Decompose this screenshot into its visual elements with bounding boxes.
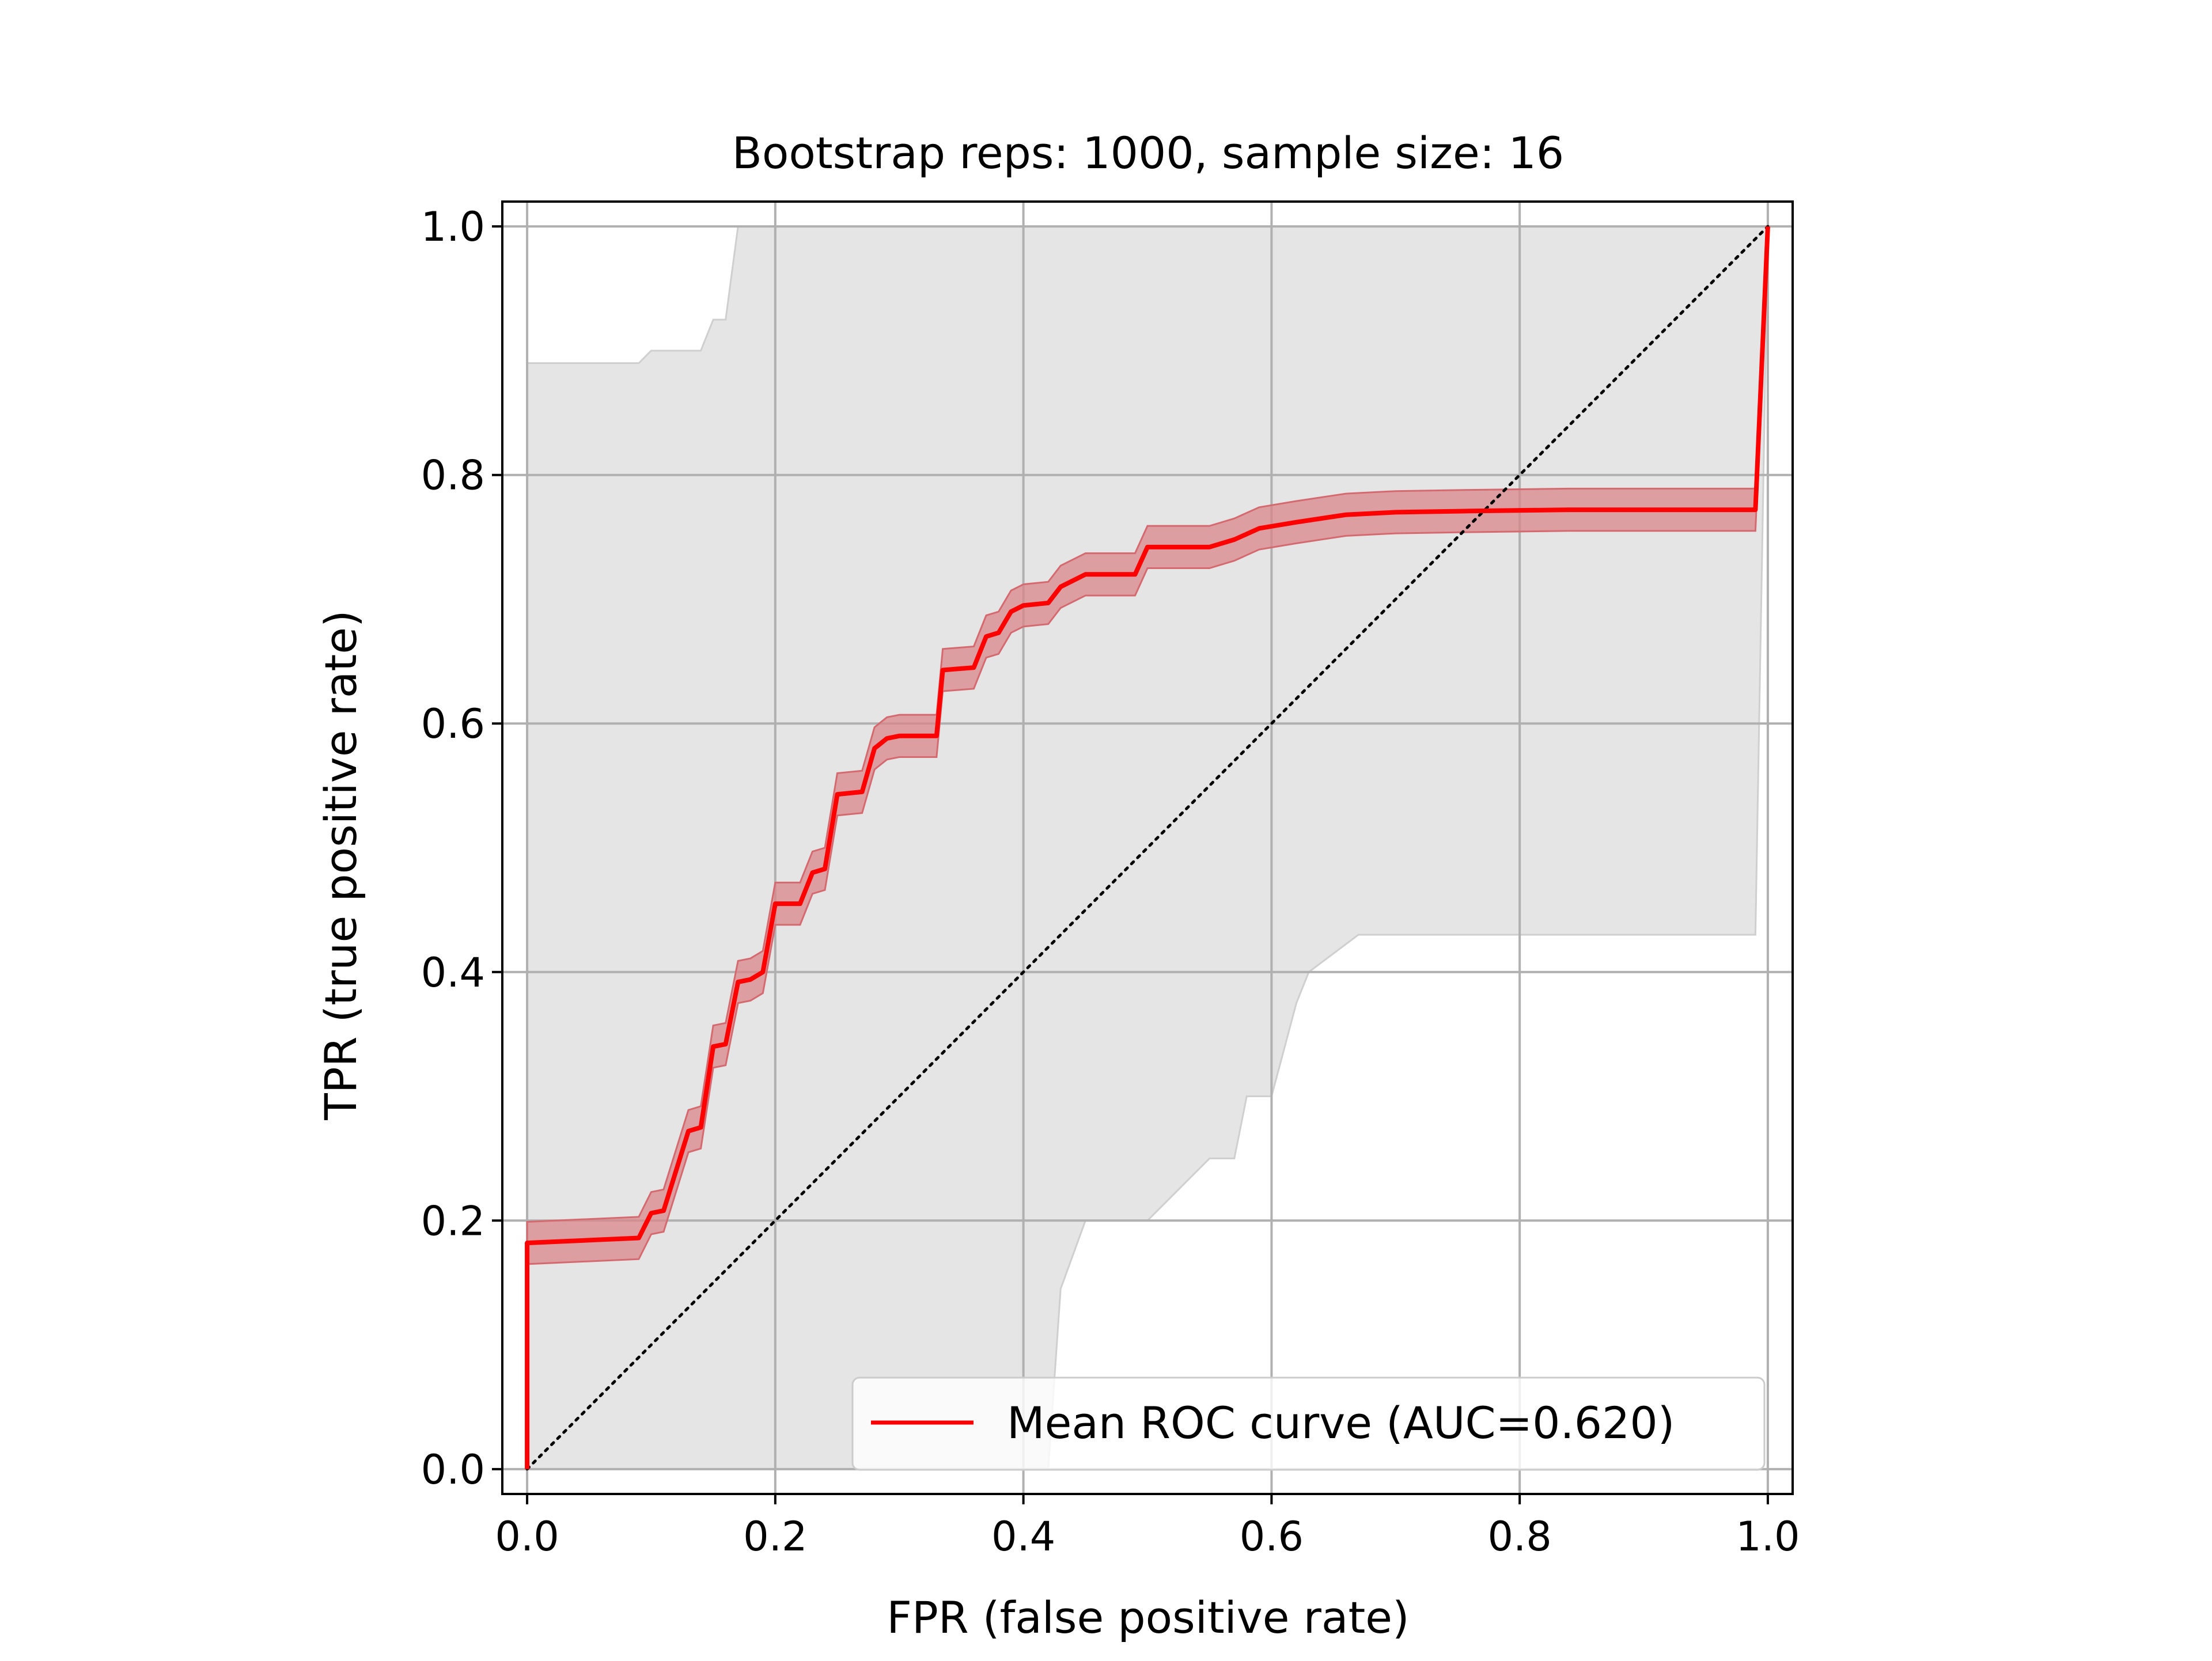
x-tick-label-2: 0.4 bbox=[991, 1513, 1055, 1560]
y-axis-label: TPR (true positive rate) bbox=[315, 610, 366, 1120]
x-tick-label-3: 0.6 bbox=[1240, 1513, 1304, 1560]
x-tick-label-0: 0.0 bbox=[495, 1513, 559, 1560]
mean-roc-curve bbox=[525, 226, 1770, 1469]
x-tick-label-4: 0.8 bbox=[1487, 1513, 1551, 1560]
x-axis-label: FPR (false positive rate) bbox=[887, 1592, 1409, 1643]
y-tick-label-0: 0.0 bbox=[421, 1446, 485, 1493]
legend: Mean ROC curve (AUC=0.620) bbox=[851, 1376, 1766, 1471]
y-tick-label-2: 0.4 bbox=[421, 949, 485, 996]
legend-mean-roc-label: Mean ROC curve (AUC=0.620) bbox=[1007, 1397, 1675, 1448]
y-tick-label-4: 0.8 bbox=[421, 452, 485, 499]
x-tick-label-1: 0.2 bbox=[743, 1513, 807, 1560]
plot-frame bbox=[501, 200, 1794, 1495]
chance-diagonal-line bbox=[525, 225, 1770, 1471]
y-tick-label-5: 1.0 bbox=[421, 203, 485, 251]
x-tick-label-5: 1.0 bbox=[1736, 1513, 1800, 1560]
chart-title: Bootstrap reps: 1000, sample size: 16 bbox=[732, 127, 1565, 179]
legend-box bbox=[851, 1376, 1766, 1471]
y-tick-label-3: 0.6 bbox=[421, 700, 485, 748]
y-tick-label-1: 0.2 bbox=[421, 1197, 485, 1245]
